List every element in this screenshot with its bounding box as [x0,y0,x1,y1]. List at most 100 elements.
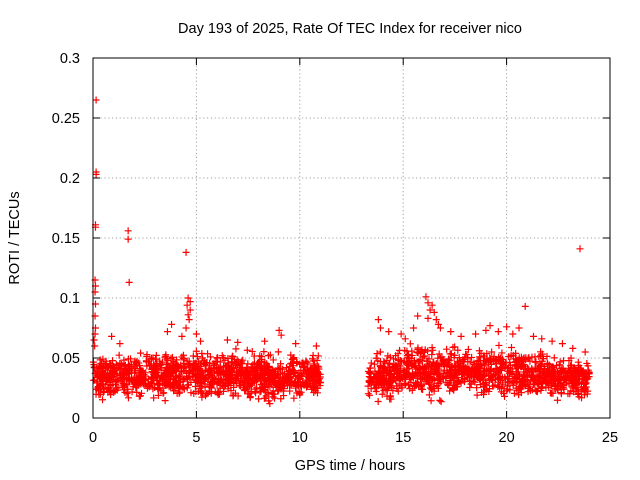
data-point [132,358,140,366]
y-tick-label: 0.3 [60,51,80,67]
data-point [560,381,568,389]
data-point [120,356,128,364]
data-point [473,384,481,392]
data-point [148,354,156,362]
data-point [521,371,529,379]
data-point [430,382,438,390]
data-point [198,368,206,376]
data-point [406,372,414,380]
data-point [575,368,583,376]
y-tick-label: 0.15 [52,231,80,247]
data-point [543,352,551,360]
data-point [440,370,448,378]
data-point [415,372,423,380]
data-point [390,366,398,374]
data-point [544,368,552,376]
data-point [244,360,252,368]
data-point [401,379,409,387]
data-point [243,384,251,392]
data-point [401,335,409,343]
data-point [540,376,548,384]
data-point [269,367,277,375]
data-point [436,324,444,332]
data-point [280,385,288,393]
data-point [309,351,317,359]
data-point [289,355,297,363]
x-tick-label: 10 [292,430,308,446]
data-point [99,355,107,363]
data-point [166,368,174,376]
data-point [506,358,514,366]
data-point [425,379,433,387]
data-point [482,381,490,389]
data-point [205,366,213,374]
data-point [247,389,255,397]
data-point [479,352,487,360]
x-axis-label: GPS time / hours [295,458,405,474]
data-point [425,391,433,399]
data-point [557,389,565,397]
data-point [428,301,436,309]
data-point [580,384,588,392]
data-point [315,370,323,378]
data-point [148,365,156,373]
data-point [142,358,150,366]
data-point [186,306,194,314]
data-point [472,330,480,338]
data-point [206,353,214,361]
data-point [394,387,402,395]
data-point [533,379,541,387]
data-point [254,375,262,383]
data-point [446,387,454,395]
data-point [550,354,558,362]
data-point [274,387,282,395]
y-tick-label: 0.1 [60,291,80,307]
data-point [216,363,224,371]
data-point [419,353,427,361]
data-point [423,372,431,380]
data-point [372,380,380,388]
data-point [182,248,190,256]
data-point [405,358,413,366]
data-point [495,341,503,349]
data-point [428,351,436,359]
data-point [131,357,139,365]
data-point [567,354,575,362]
data-point [156,361,164,369]
data-point [578,367,586,375]
data-point [417,347,425,355]
data-point [548,337,556,345]
data-point [546,389,554,397]
data-point [260,386,268,394]
x-tick-label: 5 [192,430,200,446]
data-point [310,362,318,370]
data-point [206,371,214,379]
data-point [175,389,183,397]
data-point [472,372,480,380]
data-point [232,345,240,353]
data-point [386,353,394,361]
data-point [465,365,473,373]
data-point [277,331,285,339]
data-point [314,384,322,392]
data-point [387,374,395,382]
data-point [385,328,393,336]
data-point [422,293,430,301]
data-point [553,396,561,404]
data-point [498,366,506,374]
data-point [449,343,457,351]
data-point [558,340,566,348]
data-point [421,352,429,360]
data-point [203,390,211,398]
data-point [509,330,517,338]
data-point [168,381,176,389]
data-point [154,391,162,399]
data-point [190,390,198,398]
data-point [175,372,183,380]
data-point [425,355,433,363]
data-point [434,384,442,392]
data-point [160,373,168,381]
data-point [136,365,144,373]
data-point [534,373,542,381]
